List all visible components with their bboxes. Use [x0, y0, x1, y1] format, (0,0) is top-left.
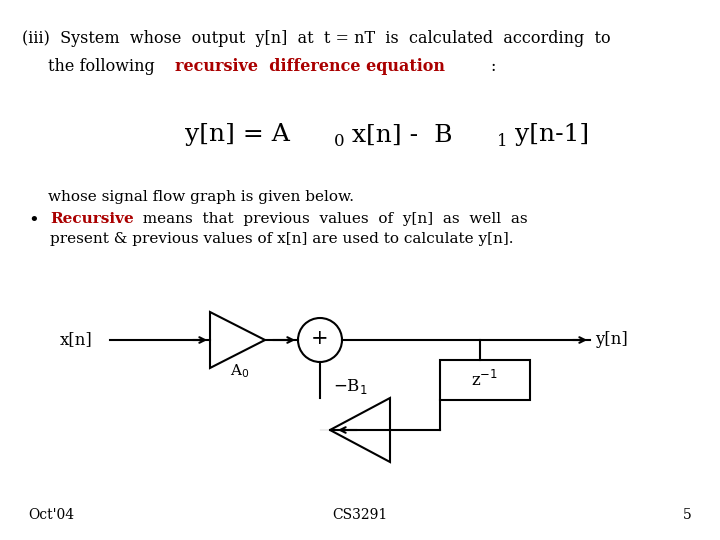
- Text: Oct'04: Oct'04: [28, 508, 74, 522]
- Text: CS3291: CS3291: [333, 508, 387, 522]
- Text: present & previous values of x[n] are used to calculate y[n].: present & previous values of x[n] are us…: [50, 232, 513, 246]
- Text: z$^{-1}$: z$^{-1}$: [472, 370, 498, 390]
- Text: x[n]: x[n]: [60, 332, 93, 348]
- Text: •: •: [28, 212, 39, 230]
- Text: 0: 0: [334, 132, 345, 150]
- Text: Recursive: Recursive: [50, 212, 134, 226]
- Text: $-$B$_1$: $-$B$_1$: [333, 377, 367, 396]
- Text: x[n] -  B: x[n] - B: [344, 124, 452, 146]
- Text: whose signal flow graph is given below.: whose signal flow graph is given below.: [48, 190, 354, 204]
- Text: +: +: [311, 328, 329, 348]
- Text: y[n]: y[n]: [595, 332, 628, 348]
- Bar: [440, 360, 530, 400]
- Text: :: :: [490, 58, 495, 75]
- Text: y[n-1]: y[n-1]: [507, 124, 589, 146]
- Text: (iii)  System  whose  output  y[n]  at  t = nT  is  calculated  according  to: (iii) System whose output y[n] at t = nT…: [22, 30, 611, 47]
- Text: A$_0$: A$_0$: [230, 362, 249, 380]
- Text: y[n] = A: y[n] = A: [185, 124, 290, 146]
- Text: the following: the following: [48, 58, 160, 75]
- Text: 1: 1: [497, 132, 508, 150]
- Text: means  that  previous  values  of  y[n]  as  well  as: means that previous values of y[n] as we…: [133, 212, 528, 226]
- Text: 5: 5: [683, 508, 692, 522]
- Text: recursive  difference equation: recursive difference equation: [175, 58, 445, 75]
